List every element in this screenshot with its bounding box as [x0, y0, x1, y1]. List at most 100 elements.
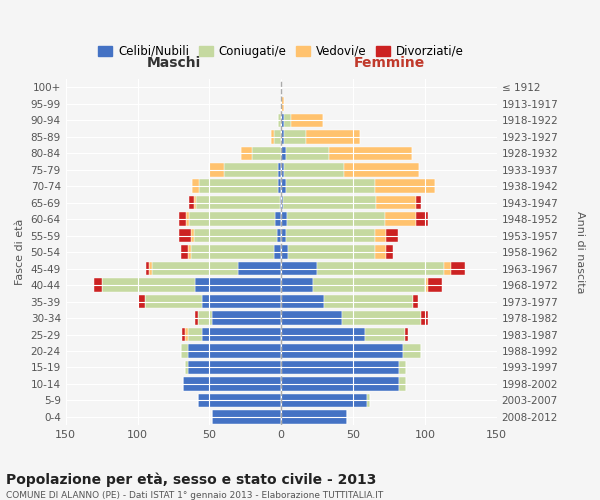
Bar — [181, 344, 188, 358]
Text: COMUNE DI ALANNO (PE) - Dati ISTAT 1° gennaio 2013 - Elaborazione TUTTITALIA.IT: COMUNE DI ALANNO (PE) - Dati ISTAT 1° ge… — [6, 491, 383, 500]
Bar — [428, 278, 442, 292]
Bar — [253, 146, 281, 160]
Bar — [241, 146, 253, 160]
Bar — [281, 410, 347, 424]
Bar — [189, 212, 275, 226]
Bar — [271, 130, 274, 143]
Bar — [179, 229, 191, 242]
Bar — [289, 246, 374, 259]
Bar — [281, 328, 365, 342]
Bar — [313, 278, 425, 292]
Bar — [399, 377, 406, 390]
Bar — [195, 278, 281, 292]
Bar — [188, 360, 281, 374]
Bar — [281, 163, 284, 176]
Text: Maschi: Maschi — [146, 56, 200, 70]
Bar — [185, 328, 188, 342]
Bar — [281, 295, 325, 308]
Bar — [374, 180, 435, 193]
Bar — [365, 328, 405, 342]
Bar — [278, 114, 281, 127]
Bar — [194, 229, 277, 242]
Bar — [317, 262, 443, 276]
Bar — [281, 394, 367, 407]
Bar — [286, 180, 374, 193]
Bar — [202, 295, 281, 308]
Bar — [195, 312, 198, 325]
Bar — [413, 295, 418, 308]
Bar — [344, 163, 419, 176]
Bar — [325, 295, 413, 308]
Bar — [278, 163, 281, 176]
Bar — [281, 146, 286, 160]
Bar — [281, 114, 284, 127]
Bar — [416, 212, 428, 226]
Bar — [274, 130, 281, 143]
Bar — [281, 196, 283, 209]
Bar — [281, 278, 313, 292]
Bar — [199, 180, 278, 193]
Bar — [191, 246, 274, 259]
Bar — [329, 146, 412, 160]
Bar — [275, 212, 281, 226]
Bar — [341, 312, 421, 325]
Bar — [146, 262, 149, 276]
Bar — [291, 114, 323, 127]
Y-axis label: Anni di nascita: Anni di nascita — [575, 211, 585, 294]
Bar — [286, 229, 374, 242]
Bar — [188, 344, 281, 358]
Bar — [274, 246, 281, 259]
Bar — [152, 262, 238, 276]
Legend: Celibi/Nubili, Coniugati/e, Vedovi/e, Divorziati/e: Celibi/Nubili, Coniugati/e, Vedovi/e, Di… — [94, 40, 469, 62]
Bar — [277, 229, 281, 242]
Bar — [179, 212, 187, 226]
Bar — [281, 377, 399, 390]
Text: Femmine: Femmine — [353, 56, 425, 70]
Bar — [281, 229, 286, 242]
Bar — [238, 262, 281, 276]
Bar — [367, 394, 370, 407]
Bar — [212, 312, 281, 325]
Bar — [287, 212, 385, 226]
Text: Popolazione per età, sesso e stato civile - 2013: Popolazione per età, sesso e stato civil… — [6, 472, 376, 487]
Bar — [191, 229, 194, 242]
Bar — [196, 196, 280, 209]
Bar — [374, 229, 386, 242]
Bar — [305, 130, 360, 143]
Bar — [281, 360, 399, 374]
Bar — [421, 312, 428, 325]
Bar — [386, 229, 398, 242]
Bar — [187, 212, 189, 226]
Bar — [188, 328, 202, 342]
Bar — [374, 246, 386, 259]
Bar — [284, 163, 344, 176]
Bar — [278, 180, 281, 193]
Bar — [181, 246, 188, 259]
Bar — [281, 262, 317, 276]
Bar — [184, 377, 281, 390]
Bar — [286, 146, 329, 160]
Bar — [185, 360, 188, 374]
Bar — [425, 278, 428, 292]
Bar — [212, 410, 281, 424]
Bar — [280, 196, 281, 209]
Bar — [202, 328, 281, 342]
Bar — [281, 312, 341, 325]
Bar — [145, 295, 202, 308]
Bar — [188, 246, 191, 259]
Bar — [386, 246, 393, 259]
Bar — [403, 344, 421, 358]
Bar — [189, 196, 194, 209]
Bar — [94, 278, 101, 292]
Y-axis label: Fasce di età: Fasce di età — [15, 219, 25, 286]
Bar — [385, 212, 416, 226]
Bar — [281, 344, 403, 358]
Bar — [284, 130, 305, 143]
Bar — [281, 97, 284, 110]
Bar — [137, 295, 145, 308]
Bar — [101, 278, 195, 292]
Bar — [224, 163, 278, 176]
Bar — [281, 212, 287, 226]
Bar — [198, 394, 281, 407]
Bar — [399, 360, 406, 374]
